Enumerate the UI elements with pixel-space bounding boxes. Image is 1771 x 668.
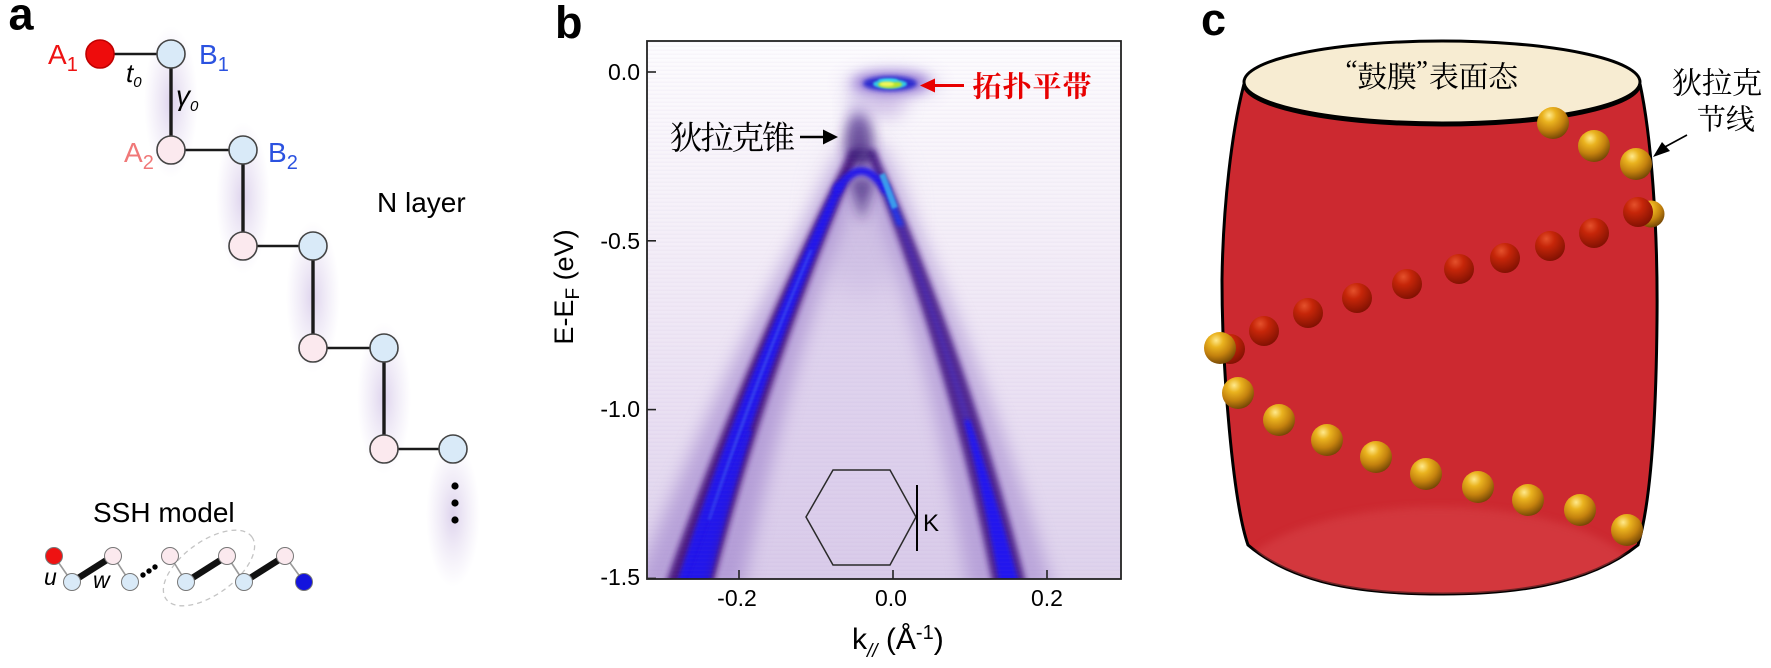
svg-text:K: K bbox=[923, 510, 939, 537]
svg-text:-1.0: -1.0 bbox=[600, 396, 640, 422]
svg-text:b: b bbox=[555, 0, 583, 48]
svg-text:-0.5: -0.5 bbox=[600, 228, 640, 254]
svg-text:“: “ bbox=[1346, 55, 1358, 85]
svg-text:a: a bbox=[9, 0, 35, 40]
svg-text:A1: A1 bbox=[48, 39, 78, 76]
svg-text:c: c bbox=[1201, 0, 1226, 45]
svg-text:-1.5: -1.5 bbox=[600, 564, 640, 590]
svg-text:E-EF (eV): E-EF (eV) bbox=[549, 229, 584, 344]
svg-text:t0: t0 bbox=[126, 58, 142, 91]
svg-text:u: u bbox=[44, 564, 57, 590]
svg-text:k// (Å-1): k// (Å-1) bbox=[852, 622, 944, 662]
svg-text:-0.2: -0.2 bbox=[717, 585, 757, 611]
svg-text:”: ” bbox=[1416, 55, 1428, 85]
svg-text:0.2: 0.2 bbox=[1031, 585, 1063, 611]
svg-text:N layer: N layer bbox=[377, 187, 466, 218]
svg-text:0.0: 0.0 bbox=[608, 59, 640, 85]
svg-text:w: w bbox=[93, 567, 111, 593]
svg-text:B2: B2 bbox=[268, 137, 298, 174]
svg-text:SSH model: SSH model bbox=[93, 497, 235, 528]
svg-text:B1: B1 bbox=[199, 39, 229, 76]
svg-text:0.0: 0.0 bbox=[875, 585, 907, 611]
